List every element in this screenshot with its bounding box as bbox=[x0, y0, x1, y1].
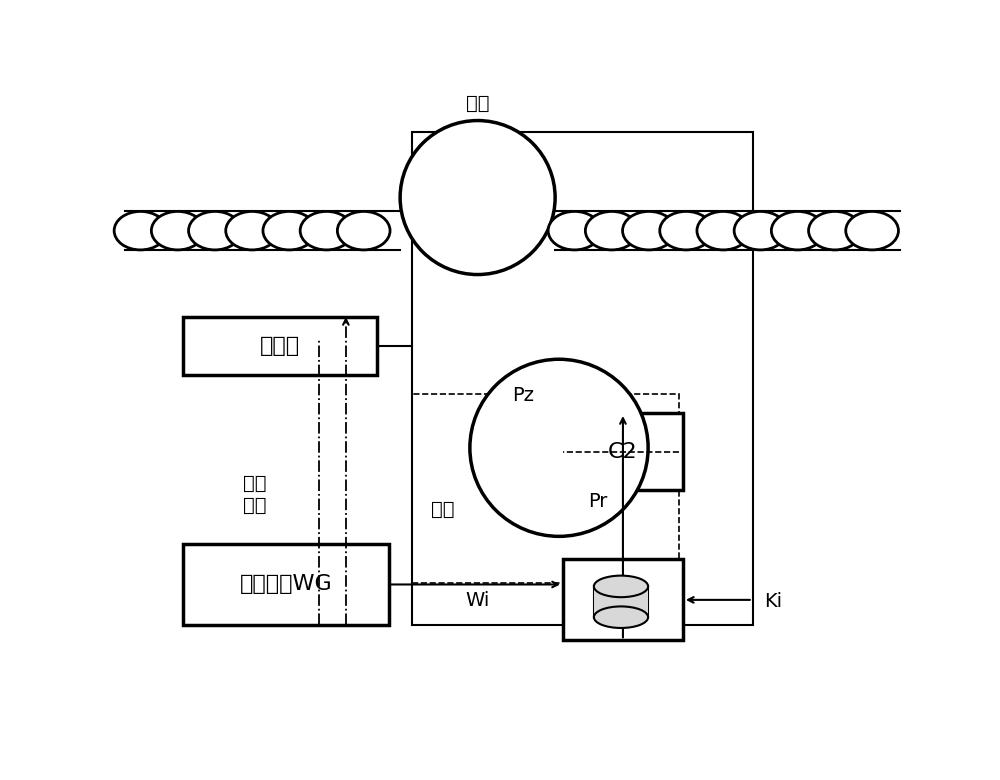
Text: 侧导板: 侧导板 bbox=[260, 335, 300, 356]
Text: Ki: Ki bbox=[764, 592, 782, 612]
Ellipse shape bbox=[623, 211, 675, 250]
Ellipse shape bbox=[337, 211, 390, 250]
Text: Pr: Pr bbox=[588, 492, 608, 511]
Ellipse shape bbox=[697, 211, 750, 250]
Ellipse shape bbox=[734, 211, 787, 250]
Text: Wi: Wi bbox=[465, 590, 490, 609]
Ellipse shape bbox=[846, 211, 898, 250]
Ellipse shape bbox=[809, 211, 861, 250]
Circle shape bbox=[470, 360, 648, 537]
Ellipse shape bbox=[594, 576, 648, 597]
Ellipse shape bbox=[151, 211, 204, 250]
Bar bbox=[412, 394, 679, 583]
Bar bbox=[594, 587, 648, 617]
Ellipse shape bbox=[660, 211, 712, 250]
Bar bbox=[412, 132, 753, 625]
Ellipse shape bbox=[226, 211, 278, 250]
Ellipse shape bbox=[189, 211, 241, 250]
Text: C1: C1 bbox=[608, 608, 638, 628]
Bar bbox=[183, 544, 388, 625]
Bar bbox=[183, 317, 377, 374]
Bar bbox=[563, 559, 683, 640]
Ellipse shape bbox=[548, 211, 601, 250]
Ellipse shape bbox=[771, 211, 824, 250]
Ellipse shape bbox=[585, 211, 638, 250]
Ellipse shape bbox=[263, 211, 316, 250]
Circle shape bbox=[400, 121, 555, 275]
Bar bbox=[563, 413, 683, 490]
Text: C2: C2 bbox=[608, 441, 638, 462]
Text: 测宽仪表WG: 测宽仪表WG bbox=[239, 575, 332, 594]
Ellipse shape bbox=[114, 211, 167, 250]
Text: 标定: 标定 bbox=[431, 500, 455, 519]
Ellipse shape bbox=[300, 211, 353, 250]
Ellipse shape bbox=[594, 606, 648, 628]
Text: 测量
过程: 测量 过程 bbox=[243, 473, 267, 515]
Text: 轧机: 轧机 bbox=[466, 94, 489, 113]
Text: Pz: Pz bbox=[512, 386, 534, 406]
